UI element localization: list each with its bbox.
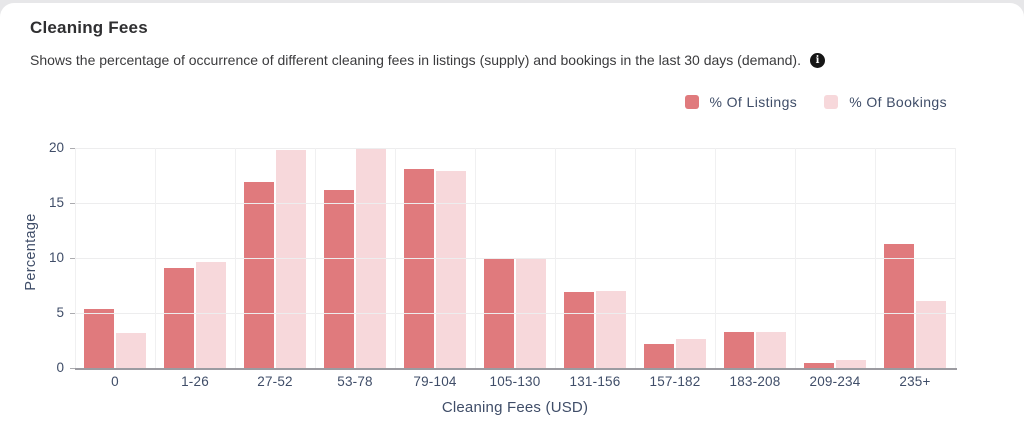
bookings-swatch-icon (824, 95, 839, 109)
bar-bookings-0[interactable] (116, 332, 146, 368)
x-tick-label-105-130: 105-130 (489, 374, 541, 389)
x-tick-label-79-104: 79-104 (413, 374, 457, 389)
x-tick-label-27-52: 27-52 (257, 374, 293, 389)
legend-item-bookings[interactable]: % Of Bookings (824, 94, 947, 110)
legend-label-bookings: % Of Bookings (849, 94, 947, 110)
bar-listings-27-52[interactable] (244, 182, 274, 368)
gridline-x-10 (875, 148, 876, 368)
y-tick-mark-0 (70, 368, 75, 369)
legend-item-listings[interactable]: % Of Listings (684, 94, 798, 110)
gridline-x-2 (235, 148, 236, 368)
cleaning-fees-card: Cleaning Fees Shows the percentage of oc… (0, 3, 1024, 434)
listings-swatch-icon (684, 95, 699, 109)
bar-group-27-52 (235, 148, 315, 368)
y-tick-label-5: 5 (56, 305, 64, 320)
bar-group-235+ (875, 148, 955, 368)
bar-listings-209-234[interactable] (804, 362, 834, 368)
bar-listings-0[interactable] (84, 308, 114, 368)
gridline-x-8 (715, 148, 716, 368)
x-tick-label-235+: 235+ (899, 374, 931, 389)
x-axis-title: Cleaning Fees (USD) (441, 399, 589, 416)
bar-group-157-182 (635, 148, 715, 368)
gridline-x-9 (795, 148, 796, 368)
bar-bookings-131-156[interactable] (596, 291, 626, 368)
gridline-x-5 (475, 148, 476, 368)
gridline-x-7 (635, 148, 636, 368)
bar-group-1-26 (155, 148, 235, 368)
x-tick-label-157-182: 157-182 (649, 374, 701, 389)
x-tick-label-0: 0 (111, 374, 119, 389)
gridline-x-1 (155, 148, 156, 368)
bar-listings-1-26[interactable] (164, 267, 194, 368)
gridline-x-3 (315, 148, 316, 368)
bar-bookings-183-208[interactable] (756, 331, 786, 368)
subtitle-row: Shows the percentage of occurrence of di… (30, 52, 825, 68)
gridline-x-4 (395, 148, 396, 368)
bar-listings-131-156[interactable] (564, 292, 594, 368)
gridline-y-10 (75, 258, 955, 259)
bar-listings-183-208[interactable] (724, 331, 754, 368)
bar-listings-53-78[interactable] (324, 189, 354, 368)
page-title: Cleaning Fees (30, 18, 148, 37)
gridline-x-11 (955, 148, 956, 368)
x-tick-labels: 0 1-26 27-52 53-78 79-104 105-130 131-156 157-1… (75, 374, 955, 389)
y-tick-label-20: 20 (48, 140, 64, 155)
bar-bookings-1-26[interactable] (196, 262, 226, 368)
bar-bookings-209-234[interactable] (836, 360, 866, 368)
y-tick-mark-20 (70, 148, 75, 149)
x-tick-label-183-208: 183-208 (729, 374, 781, 389)
bar-bookings-79-104[interactable] (436, 171, 466, 368)
bar-bookings-27-52[interactable] (276, 150, 306, 368)
bar-listings-79-104[interactable] (404, 168, 434, 368)
gridline-y-5 (75, 313, 955, 314)
bar-group-183-208 (715, 148, 795, 368)
gridline-x-6 (555, 148, 556, 368)
y-tick-mark-5 (70, 313, 75, 314)
bar-group-131-156 (555, 148, 635, 368)
x-tick-label-209-234: 209-234 (809, 374, 861, 389)
bar-bookings-157-182[interactable] (676, 339, 706, 368)
bar-listings-235+[interactable] (884, 243, 914, 368)
bar-group-0 (75, 148, 155, 368)
legend-label-listings: % Of Listings (709, 94, 798, 110)
y-tick-label-15: 15 (48, 195, 64, 210)
chart-legend: % Of Listings % Of Bookings (684, 94, 948, 110)
y-tick-mark-15 (70, 203, 75, 204)
plot-area (70, 148, 956, 369)
y-tick-label-0: 0 (56, 360, 64, 375)
y-tick-label-10: 10 (48, 250, 64, 265)
bar-group-209-234 (795, 148, 875, 368)
chart-description: Shows the percentage of occurrence of di… (30, 52, 801, 68)
x-tick-label-131-156: 131-156 (569, 374, 621, 389)
gridline-y-15 (75, 203, 955, 204)
x-tick-label-1-26: 1-26 (181, 374, 209, 389)
y-tick-mark-10 (70, 258, 75, 259)
x-axis-line (75, 368, 957, 370)
gridline-x-0 (75, 148, 76, 368)
info-icon[interactable]: i (809, 52, 825, 68)
x-tick-label-53-78: 53-78 (337, 374, 373, 389)
gridline-y-20 (75, 148, 955, 149)
bar-bookings-235+[interactable] (916, 300, 946, 368)
bars-container (75, 148, 955, 368)
bar-listings-157-182[interactable] (644, 343, 674, 368)
